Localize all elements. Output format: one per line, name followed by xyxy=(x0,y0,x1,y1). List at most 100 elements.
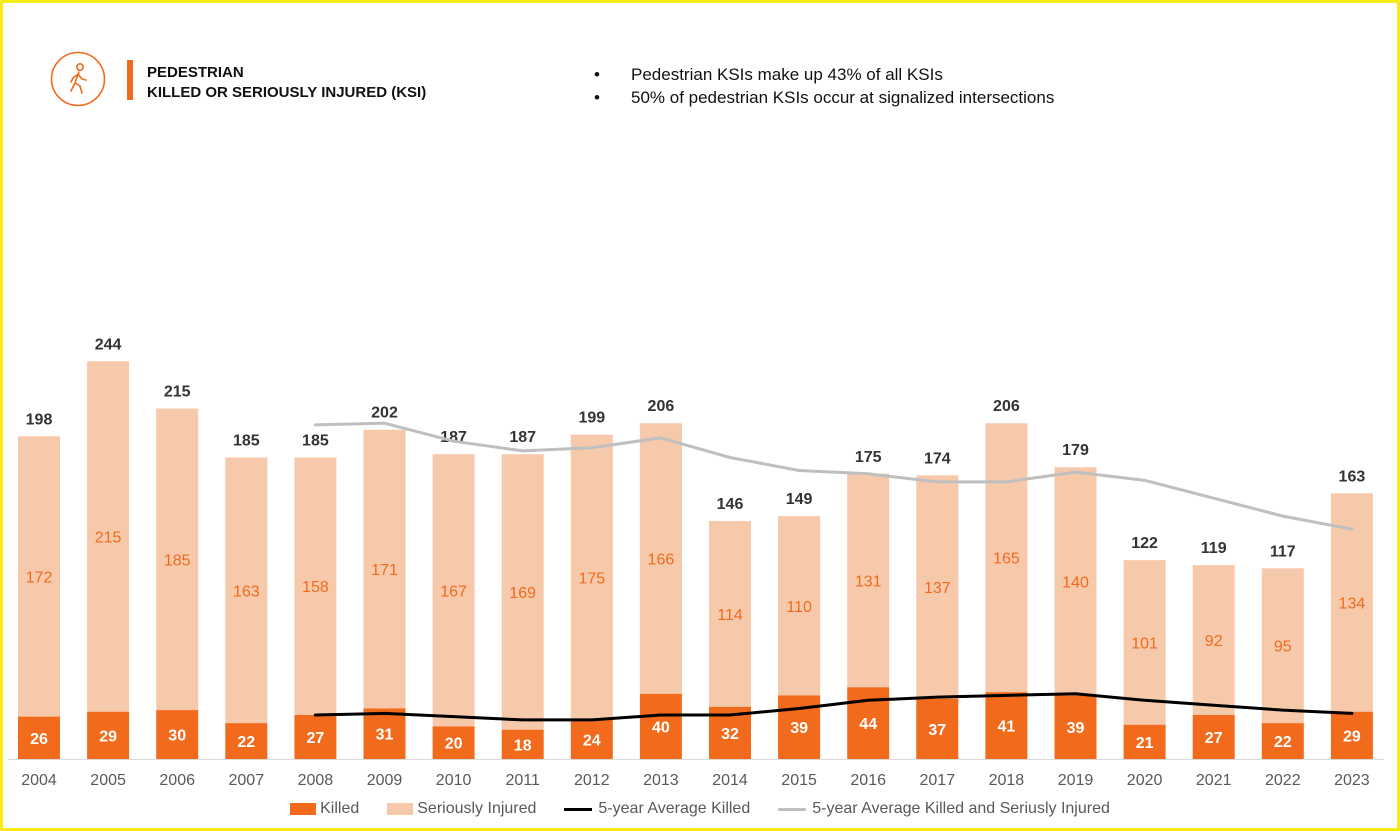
data-label-seriously-injured: 140 xyxy=(1062,574,1089,591)
data-label-seriously-injured: 165 xyxy=(993,551,1020,568)
key-fact-item: • 50% of pedestrian KSIs occur at signali… xyxy=(594,88,1055,107)
bar-killed xyxy=(156,710,199,759)
data-label-total: 215 xyxy=(164,384,191,401)
data-label-killed: 22 xyxy=(237,734,255,751)
legend-label-killed: Killed xyxy=(320,800,360,817)
line-5yr-avg-killed xyxy=(313,692,1354,722)
data-label-total: 179 xyxy=(1062,442,1089,459)
bar-killed xyxy=(294,714,337,759)
data-label-killed: 39 xyxy=(790,720,808,737)
data-label-seriously-injured: 166 xyxy=(648,552,675,569)
data-label-killed: 44 xyxy=(859,716,877,733)
bar-killed xyxy=(363,708,406,759)
data-label-seriously-injured: 114 xyxy=(717,607,743,624)
data-label-killed: 26 xyxy=(30,731,48,748)
x-tick-label: 2011 xyxy=(505,772,540,789)
page-title: PEDESTRIAN KILLED OR SERIOUSLY INJURED (… xyxy=(147,63,426,103)
bar-seriously-injured xyxy=(225,457,268,724)
bar-seriously-injured xyxy=(1261,568,1304,724)
x-tick-label: 2013 xyxy=(643,772,679,789)
x-tick-label: 2015 xyxy=(781,772,817,789)
bar-seriously-injured xyxy=(18,436,60,717)
bar-seriously-injured xyxy=(87,361,130,712)
x-tick-label: 2006 xyxy=(159,772,195,789)
bar-seriously-injured xyxy=(156,408,199,711)
x-tick-label: 2014 xyxy=(712,772,748,789)
data-label-killed: 21 xyxy=(1136,735,1154,752)
data-label-seriously-injured: 131 xyxy=(855,574,882,591)
x-tick-label: 2023 xyxy=(1334,772,1370,789)
bar-seriously-injured xyxy=(1054,467,1097,696)
bar-killed xyxy=(985,692,1028,759)
data-label-killed: 18 xyxy=(514,737,532,754)
legend-item-avg-killed: 5-year Average Killed xyxy=(564,800,750,818)
data-label-killed: 32 xyxy=(721,726,739,743)
bar-seriously-injured xyxy=(432,454,475,727)
legend-item-seriously-injured: Seriously Injured xyxy=(387,800,536,818)
data-label-seriously-injured: 215 xyxy=(95,530,122,547)
legend-swatch-avg-ksi xyxy=(778,807,807,811)
data-label-total: 206 xyxy=(648,398,675,415)
bar-killed xyxy=(1330,711,1373,759)
bar-seriously-injured xyxy=(570,434,613,720)
legend-swatch-avg-killed xyxy=(564,807,593,811)
data-label-seriously-injured: 137 xyxy=(924,580,951,597)
bar-killed xyxy=(501,729,544,759)
x-tick-label: 2019 xyxy=(1058,772,1094,789)
data-label-total: 117 xyxy=(1270,543,1296,560)
x-tick-label: 2008 xyxy=(298,772,334,789)
data-label-seriously-injured: 169 xyxy=(509,585,536,602)
title-accent-bar xyxy=(127,60,133,100)
data-label-seriously-injured: 110 xyxy=(786,599,812,616)
data-label-seriously-injured: 185 xyxy=(164,552,191,569)
bar-killed xyxy=(570,719,613,759)
data-label-killed: 20 xyxy=(445,736,463,753)
bar-seriously-injured xyxy=(709,521,751,707)
x-tick-label: 2009 xyxy=(367,772,403,789)
ksi-stacked-bar-chart: 172 26 198 2004 215 29 244 2005 185 30 215 2006 163 2… xyxy=(8,336,1384,789)
data-label-killed: 40 xyxy=(652,719,670,736)
data-label-total: 202 xyxy=(371,405,398,422)
x-tick-label: 2020 xyxy=(1127,772,1163,789)
x-tick-label: 2007 xyxy=(229,772,265,789)
legend-label-avg-killed: 5-year Average Killed xyxy=(598,800,751,817)
legend-item-killed: Killed xyxy=(290,800,359,818)
data-label-seriously-injured: 134 xyxy=(1339,596,1366,613)
line-5yr-avg-ksi xyxy=(313,421,1354,531)
data-label-total: 174 xyxy=(924,450,951,467)
data-label-total: 187 xyxy=(509,429,536,446)
data-label-total: 175 xyxy=(855,449,882,466)
data-label-total: 244 xyxy=(95,336,122,353)
bar-killed xyxy=(639,693,682,759)
data-label-killed: 27 xyxy=(307,730,325,747)
bar-killed xyxy=(1054,695,1097,759)
x-tick-label: 2022 xyxy=(1265,772,1301,789)
data-label-killed: 29 xyxy=(1343,728,1361,745)
bar-killed xyxy=(225,723,268,759)
data-label-killed: 22 xyxy=(1274,734,1292,751)
data-label-total: 122 xyxy=(1131,535,1158,552)
bar-seriously-injured xyxy=(916,475,959,699)
data-label-killed: 27 xyxy=(1205,730,1223,747)
x-tick-label: 2005 xyxy=(90,772,126,789)
x-tick-label: 2004 xyxy=(21,772,57,789)
data-label-total: 198 xyxy=(26,411,53,428)
bar-seriously-injured xyxy=(501,454,544,730)
x-tick-label: 2010 xyxy=(436,772,472,789)
data-label-seriously-injured: 92 xyxy=(1205,633,1223,650)
data-label-total: 206 xyxy=(993,398,1020,415)
title-line-1: PEDESTRIAN xyxy=(147,64,244,81)
data-label-killed: 39 xyxy=(1067,720,1085,737)
x-tick-label: 2021 xyxy=(1196,772,1232,789)
legend-label-seriously-injured: Seriously Injured xyxy=(417,800,537,817)
data-label-killed: 30 xyxy=(168,728,186,745)
bar-seriously-injured xyxy=(985,423,1028,693)
bar-killed xyxy=(1261,723,1304,759)
data-label-total: 119 xyxy=(1201,540,1227,557)
legend-swatch-killed xyxy=(290,803,317,815)
data-label-killed: 24 xyxy=(583,732,601,749)
data-label-killed: 37 xyxy=(928,722,946,739)
data-label-killed: 41 xyxy=(998,719,1016,736)
data-label-seriously-injured: 167 xyxy=(440,583,467,600)
bar-killed xyxy=(18,716,60,759)
